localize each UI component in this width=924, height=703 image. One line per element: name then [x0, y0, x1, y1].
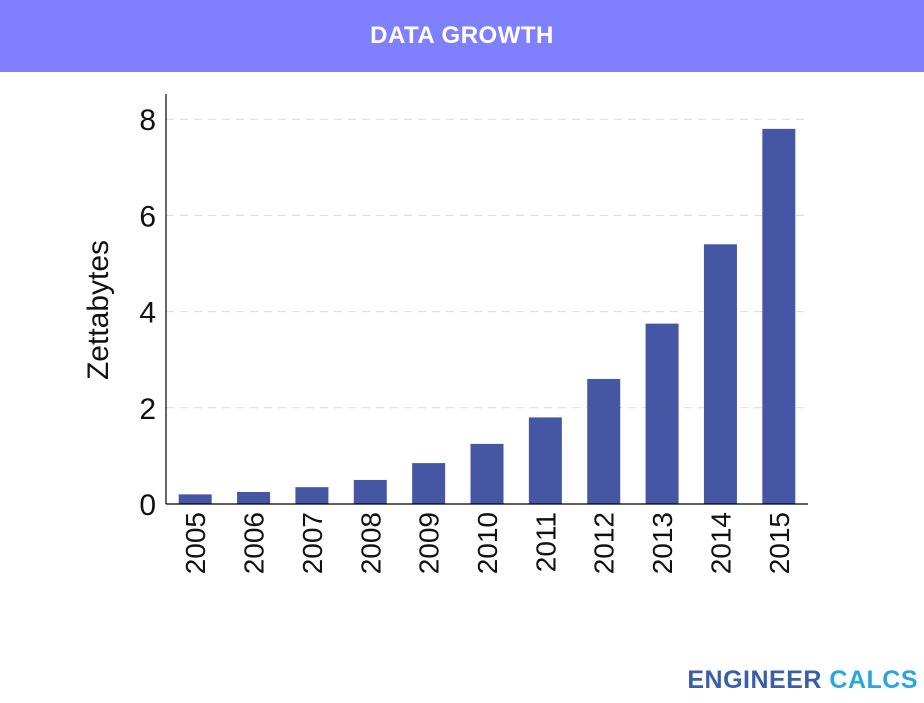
bar-2015: [762, 128, 796, 504]
bar-chart: 0 2 4 6 8 2005 2006 2007 2008 2009 2010 2011 2012 201…: [82, 94, 808, 574]
x-tick-label-2014: 2014: [705, 512, 736, 574]
x-tick-label-2010: 2010: [472, 512, 503, 574]
bar-2007: [295, 487, 329, 504]
bar-2005: [178, 494, 212, 504]
x-tick-label-2015: 2015: [764, 512, 795, 574]
bar-2008: [353, 479, 387, 504]
x-tick-label-2008: 2008: [355, 512, 386, 574]
bar-2011: [528, 417, 562, 504]
y-tick-label-8: 8: [139, 104, 156, 137]
brand-word-calcs: CALCS: [829, 666, 918, 694]
y-tick-label-2: 2: [139, 393, 156, 426]
title-banner: DATA GROWTH: [0, 0, 924, 72]
brand-logo: ENGINEER CALCS: [687, 666, 918, 695]
y-tick-label-6: 6: [139, 200, 156, 233]
y-axis-label: Zettabytes: [82, 240, 115, 380]
x-tick-label-2011: 2011: [530, 512, 561, 572]
x-tick-label-2007: 2007: [297, 512, 328, 574]
bar-2006: [237, 491, 271, 504]
bar-2012: [587, 378, 621, 504]
brand-word-engineer: ENGINEER: [687, 666, 822, 694]
x-tick-label-2013: 2013: [647, 512, 678, 574]
page-title: DATA GROWTH: [370, 22, 554, 49]
x-tick-label-2012: 2012: [589, 512, 620, 574]
y-tick-label-0: 0: [139, 489, 156, 522]
bar-2010: [470, 443, 504, 504]
x-tick-label-2009: 2009: [414, 512, 445, 574]
y-tick-label-4: 4: [139, 297, 156, 330]
bar-2009: [412, 463, 446, 504]
x-tick-label-2005: 2005: [180, 512, 211, 574]
bar-2014: [703, 244, 737, 505]
x-tick-label-2006: 2006: [239, 512, 270, 574]
bar-2013: [645, 323, 679, 504]
